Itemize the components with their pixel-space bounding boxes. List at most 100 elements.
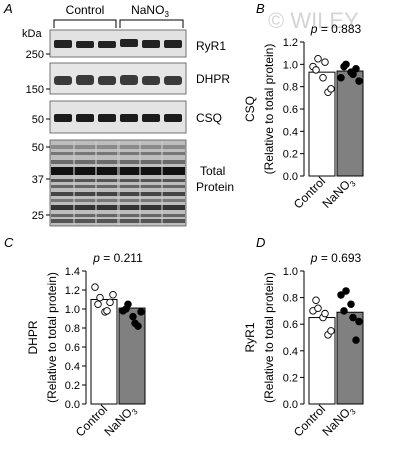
data-point-control bbox=[321, 309, 329, 318]
marker-50-total: 50 bbox=[32, 142, 44, 154]
blot-label-total-line1: Total bbox=[200, 164, 225, 178]
panel-letter-d: D bbox=[256, 235, 265, 250]
marker-50-csq: 50 bbox=[32, 114, 44, 126]
marker-37: 37 bbox=[32, 174, 44, 186]
data-point-nano3 bbox=[337, 73, 345, 82]
data-point-nano3 bbox=[337, 291, 345, 299]
chart-dhpr: 0.0 0.2 0.4 0.6 0.8 1.0 1.2 1.4 DHPR (Relative to… bbox=[26, 251, 146, 440]
bar-control bbox=[90, 299, 118, 405]
y-tick-label: 0.6 bbox=[65, 342, 80, 354]
y-tick-label: 0.6 bbox=[283, 104, 298, 116]
kda-label: kDa bbox=[22, 28, 42, 40]
y-tick-label: 0.2 bbox=[283, 149, 298, 161]
y-tick-label: 1.0 bbox=[283, 266, 298, 278]
y-tick-label: 0.2 bbox=[283, 372, 298, 384]
blot-label-ryr1: RyR1 bbox=[196, 39, 226, 53]
p-value-annotation: p = 0.693 bbox=[310, 251, 362, 265]
category-label-nano3: NaNO3 bbox=[101, 402, 139, 440]
data-point-control bbox=[319, 73, 327, 82]
y-tick-label: 0.0 bbox=[283, 399, 298, 411]
p-value-annotation: p = 0.883 bbox=[310, 22, 362, 36]
y-tick-label: 0.4 bbox=[283, 346, 298, 358]
chart-ryr1: 0.0 0.2 0.4 0.6 0.8 1.0 RyR1 (Relative to total… bbox=[243, 251, 364, 440]
group-label-nano3: NaNO3 bbox=[131, 3, 169, 19]
marker-150: 150 bbox=[26, 84, 44, 96]
data-point-control bbox=[96, 293, 104, 302]
data-point-nano3 bbox=[347, 300, 355, 309]
y-tick-label: 1.2 bbox=[65, 285, 80, 297]
data-point-nano3 bbox=[340, 62, 348, 71]
total-protein-bands bbox=[51, 141, 185, 225]
panel-letter-b: B bbox=[256, 1, 265, 16]
data-point-control bbox=[314, 304, 322, 312]
nano3-bracket bbox=[119, 19, 184, 28]
y-tick-label: 1.2 bbox=[283, 37, 298, 49]
y-axis-label: DHPR bbox=[26, 320, 40, 354]
marker-250: 250 bbox=[26, 49, 44, 61]
blot-label-total-line2: Protein bbox=[196, 180, 234, 194]
blot-ryr1 bbox=[49, 29, 187, 58]
y-axis-label: RyR1 bbox=[243, 322, 257, 352]
y-tick-label: 0.8 bbox=[283, 82, 298, 94]
data-point-nano3 bbox=[352, 336, 360, 344]
blot-label-csq: CSQ bbox=[196, 111, 222, 125]
y-axis-sublabel: (Relative to total protein) bbox=[262, 272, 276, 403]
y-tick-label: 0.6 bbox=[283, 319, 298, 331]
data-point-nano3 bbox=[342, 287, 350, 295]
panel-letter-a: A bbox=[3, 1, 13, 16]
y-axis-sublabel: (Relative to total protein) bbox=[45, 272, 59, 403]
y-tick-label: 0.2 bbox=[65, 380, 80, 392]
control-bracket bbox=[53, 19, 117, 28]
bar-nano3 bbox=[336, 70, 364, 177]
y-axis-label: CSQ bbox=[243, 96, 257, 122]
y-tick-label: 1.0 bbox=[65, 304, 80, 316]
blot-dhpr bbox=[49, 62, 187, 95]
category-label-nano3: NaNO3 bbox=[319, 402, 357, 440]
data-point-nano3 bbox=[129, 312, 137, 321]
data-point-nano3 bbox=[349, 70, 357, 79]
data-point-control bbox=[94, 300, 102, 309]
y-tick-label: 0.8 bbox=[283, 293, 298, 305]
data-point-nano3 bbox=[137, 308, 145, 316]
blot-label-dhpr: DHPR bbox=[196, 72, 230, 86]
data-point-nano3 bbox=[355, 317, 363, 326]
data-point-nano3 bbox=[131, 319, 139, 328]
data-point-control bbox=[103, 307, 111, 315]
y-tick-label: 0.0 bbox=[283, 171, 298, 183]
y-tick-label: 0.0 bbox=[65, 399, 80, 411]
category-label-nano3: NaNO3 bbox=[319, 174, 357, 212]
y-tick-label: 1.0 bbox=[283, 59, 298, 71]
p-value-annotation: p = 0.211 bbox=[92, 251, 143, 265]
data-point-nano3 bbox=[352, 65, 360, 73]
panel-letter-c: C bbox=[4, 235, 14, 250]
data-point-control bbox=[106, 298, 114, 307]
data-point-control bbox=[314, 55, 322, 63]
ryr1-bands bbox=[54, 39, 182, 48]
data-point-nano3 bbox=[122, 305, 130, 313]
group-label-control: Control bbox=[66, 3, 105, 17]
data-point-control bbox=[109, 291, 117, 299]
csq-bands bbox=[54, 114, 182, 122]
dhpr-bands bbox=[54, 75, 182, 85]
marker-25: 25 bbox=[32, 210, 44, 222]
y-tick-label: 0.8 bbox=[65, 323, 80, 335]
y-axis-sublabel: (Relative to total protein) bbox=[262, 44, 276, 175]
data-point-nano3 bbox=[349, 313, 357, 322]
y-tick-label: 0.4 bbox=[283, 126, 298, 138]
data-point-control bbox=[312, 296, 320, 305]
data-point-control bbox=[91, 283, 99, 291]
data-point-nano3 bbox=[355, 77, 363, 85]
data-point-control bbox=[327, 85, 335, 93]
chart-csq: 0.0 0.2 0.4 0.6 0.8 1.0 1.2 CSQ (Relative to tot… bbox=[243, 22, 364, 212]
blot-csq bbox=[49, 100, 187, 134]
panel-a: A kDa Control NaNO3 250 RyR1 150 DHPR bbox=[3, 1, 234, 227]
watermark: © WILEY bbox=[268, 8, 359, 33]
data-point-control bbox=[321, 58, 329, 66]
bar-nano3 bbox=[336, 311, 364, 405]
data-point-nano3 bbox=[340, 307, 348, 315]
y-tick-label: 0.4 bbox=[65, 361, 80, 373]
data-point-control bbox=[312, 66, 320, 74]
data-point-control bbox=[327, 327, 335, 335]
y-tick-label: 1.4 bbox=[65, 266, 80, 278]
